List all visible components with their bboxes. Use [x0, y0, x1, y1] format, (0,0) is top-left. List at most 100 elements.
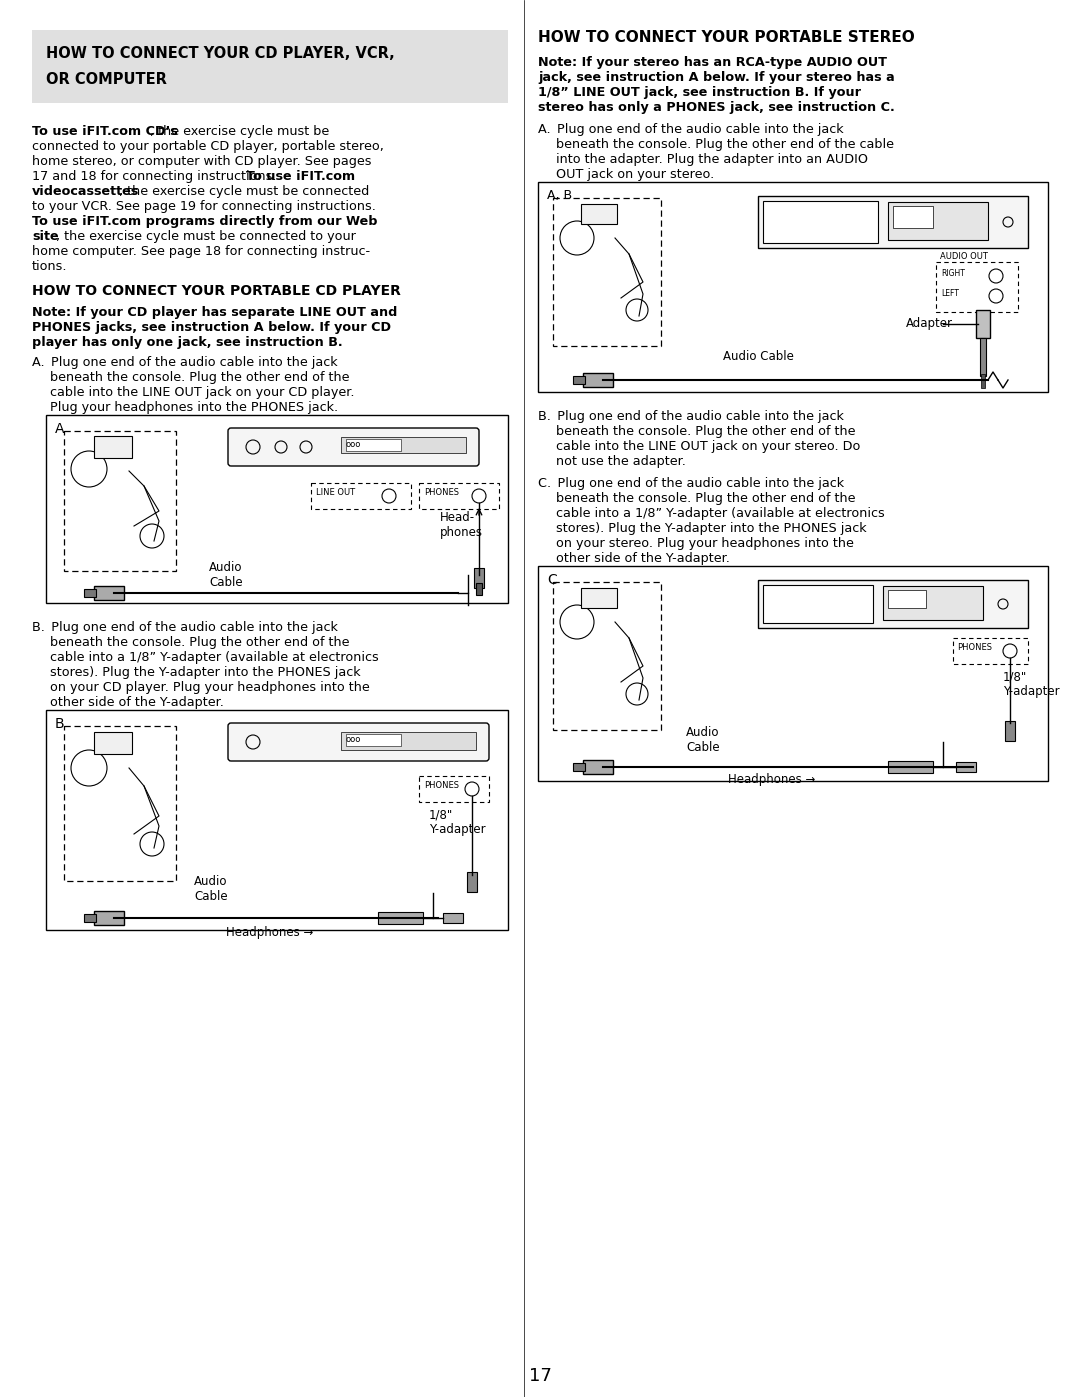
Bar [467, 872, 477, 893]
FancyBboxPatch shape [228, 427, 480, 467]
Text: stores). Plug the Y-adapter into the PHONES jack: stores). Plug the Y-adapter into the PHO… [50, 666, 361, 679]
Text: site: site [32, 231, 58, 243]
Text: stereo has only a PHONES jack, see instruction C.: stereo has only a PHONES jack, see instr… [538, 101, 894, 115]
FancyBboxPatch shape [228, 724, 489, 761]
Text: 17: 17 [528, 1368, 552, 1384]
Bar [976, 310, 990, 338]
Text: beneath the console. Plug the other end of the cable: beneath the console. Plug the other end … [556, 138, 894, 151]
Text: 1/8"
Y-adapter: 1/8" Y-adapter [1003, 671, 1059, 698]
Bar [953, 638, 1028, 664]
Text: A: A [55, 422, 65, 436]
Text: C. Plug one end of the audio cable into the jack: C. Plug one end of the audio cable into … [538, 476, 845, 490]
Bar [419, 775, 489, 802]
Text: A. Plug one end of the audio cable into the jack: A. Plug one end of the audio cable into … [538, 123, 843, 136]
Bar [883, 585, 983, 620]
Bar [64, 432, 176, 571]
Text: , the exercise cycle must be connected: , the exercise cycle must be connected [119, 184, 369, 198]
Text: other side of the Y-adapter.: other side of the Y-adapter. [50, 696, 224, 710]
Text: PHONES jacks, see instruction A below. If your CD: PHONES jacks, see instruction A below. I… [32, 321, 391, 334]
Text: jack, see instruction A below. If your stereo has a: jack, see instruction A below. If your s… [538, 71, 894, 84]
Bar [346, 439, 401, 451]
Bar [936, 263, 1018, 312]
Bar [84, 590, 96, 597]
Bar [573, 763, 585, 771]
Text: player has only one jack, see instruction B.: player has only one jack, see instructio… [32, 337, 342, 349]
Text: not use the adapter.: not use the adapter. [556, 455, 686, 468]
Text: Audio
Cable: Audio Cable [686, 726, 719, 754]
Bar [32, 29, 508, 103]
Text: tions.: tions. [32, 260, 67, 272]
Bar [573, 376, 585, 384]
Bar [758, 196, 1028, 249]
Text: Headphones →: Headphones → [226, 926, 313, 939]
Bar [581, 204, 617, 224]
Bar [980, 338, 986, 376]
Text: beneath the console. Plug the other end of the: beneath the console. Plug the other end … [50, 636, 350, 650]
Text: PHONES: PHONES [957, 643, 993, 652]
Bar [583, 373, 613, 387]
Text: home stereo, or computer with CD player. See pages: home stereo, or computer with CD player.… [32, 155, 372, 168]
Text: beneath the console. Plug the other end of the: beneath the console. Plug the other end … [50, 372, 350, 384]
Text: Headphones →: Headphones → [728, 773, 815, 787]
Bar [888, 761, 933, 773]
Text: AUDIO OUT: AUDIO OUT [940, 251, 988, 261]
Bar [956, 761, 976, 773]
Text: beneath the console. Plug the other end of the: beneath the console. Plug the other end … [556, 492, 855, 504]
Text: B: B [55, 717, 65, 731]
Text: HOW TO CONNECT YOUR PORTABLE CD PLAYER: HOW TO CONNECT YOUR PORTABLE CD PLAYER [32, 284, 401, 298]
Text: HOW TO CONNECT YOUR PORTABLE STEREO: HOW TO CONNECT YOUR PORTABLE STEREO [538, 29, 915, 45]
Bar [981, 374, 985, 388]
Bar [893, 205, 933, 228]
Text: 17 and 18 for connecting instructions.: 17 and 18 for connecting instructions. [32, 170, 281, 183]
Text: Audio
Cable: Audio Cable [210, 562, 243, 590]
Text: LINE OUT: LINE OUT [316, 488, 355, 497]
Bar [553, 198, 661, 346]
Bar [538, 182, 1048, 393]
Text: on your CD player. Plug your headphones into the: on your CD player. Plug your headphones … [50, 680, 369, 694]
Text: cable into the LINE OUT jack on your stereo. Do: cable into the LINE OUT jack on your ste… [556, 440, 861, 453]
Bar [888, 590, 926, 608]
Text: other side of the Y-adapter.: other side of the Y-adapter. [556, 552, 730, 564]
Bar [474, 569, 484, 588]
Text: OUT jack on your stereo.: OUT jack on your stereo. [556, 168, 714, 182]
Text: Plug your headphones into the PHONES jack.: Plug your headphones into the PHONES jac… [50, 401, 338, 414]
Text: RIGHT: RIGHT [941, 270, 964, 278]
Text: beneath the console. Plug the other end of the: beneath the console. Plug the other end … [556, 425, 855, 439]
Bar [94, 911, 124, 925]
Text: home computer. See page 18 for connecting instruc-: home computer. See page 18 for connectin… [32, 244, 370, 258]
Bar [346, 733, 401, 746]
Text: to your VCR. See page 19 for connecting instructions.: to your VCR. See page 19 for connecting … [32, 200, 376, 212]
Text: cable into a 1/8” Y-adapter (available at electronics: cable into a 1/8” Y-adapter (available a… [50, 651, 379, 664]
Text: Note: If your CD player has separate LINE OUT and: Note: If your CD player has separate LIN… [32, 306, 397, 319]
Text: A, B: A, B [546, 189, 572, 203]
Text: cable into a 1/8” Y-adapter (available at electronics: cable into a 1/8” Y-adapter (available a… [556, 507, 885, 520]
Bar [1005, 721, 1015, 740]
Bar [378, 912, 423, 923]
Text: To use iFIT.com CD’s: To use iFIT.com CD’s [32, 124, 178, 138]
Text: C: C [546, 573, 557, 587]
Text: Audio
Cable: Audio Cable [194, 875, 228, 902]
Text: into the adapter. Plug the adapter into an AUDIO: into the adapter. Plug the adapter into … [556, 154, 868, 166]
Text: Note: If your stereo has an RCA-type AUDIO OUT: Note: If your stereo has an RCA-type AUD… [538, 56, 887, 68]
Bar [762, 585, 873, 623]
Text: B. Plug one end of the audio cable into the jack: B. Plug one end of the audio cable into … [32, 622, 338, 634]
Text: connected to your portable CD player, portable stereo,: connected to your portable CD player, po… [32, 140, 383, 154]
Bar [341, 732, 476, 750]
Text: PHONES: PHONES [424, 488, 459, 497]
Bar [443, 914, 463, 923]
Bar [64, 726, 176, 882]
Text: 1/8” LINE OUT jack, see instruction B. If your: 1/8” LINE OUT jack, see instruction B. I… [538, 87, 861, 99]
Bar [476, 583, 482, 595]
Text: B. Plug one end of the audio cable into the jack: B. Plug one end of the audio cable into … [538, 409, 843, 423]
Text: OR COMPUTER: OR COMPUTER [46, 73, 167, 87]
Bar [94, 732, 132, 754]
Text: Adapter: Adapter [906, 317, 953, 330]
Text: , the exercise cycle must be: , the exercise cycle must be [150, 124, 329, 138]
Bar [581, 588, 617, 608]
Text: Head-
phones: Head- phones [440, 511, 483, 539]
Bar [46, 415, 508, 604]
Bar [419, 483, 499, 509]
Bar [762, 201, 878, 243]
Text: stores). Plug the Y-adapter into the PHONES jack: stores). Plug the Y-adapter into the PHO… [556, 522, 866, 535]
Bar [94, 436, 132, 458]
